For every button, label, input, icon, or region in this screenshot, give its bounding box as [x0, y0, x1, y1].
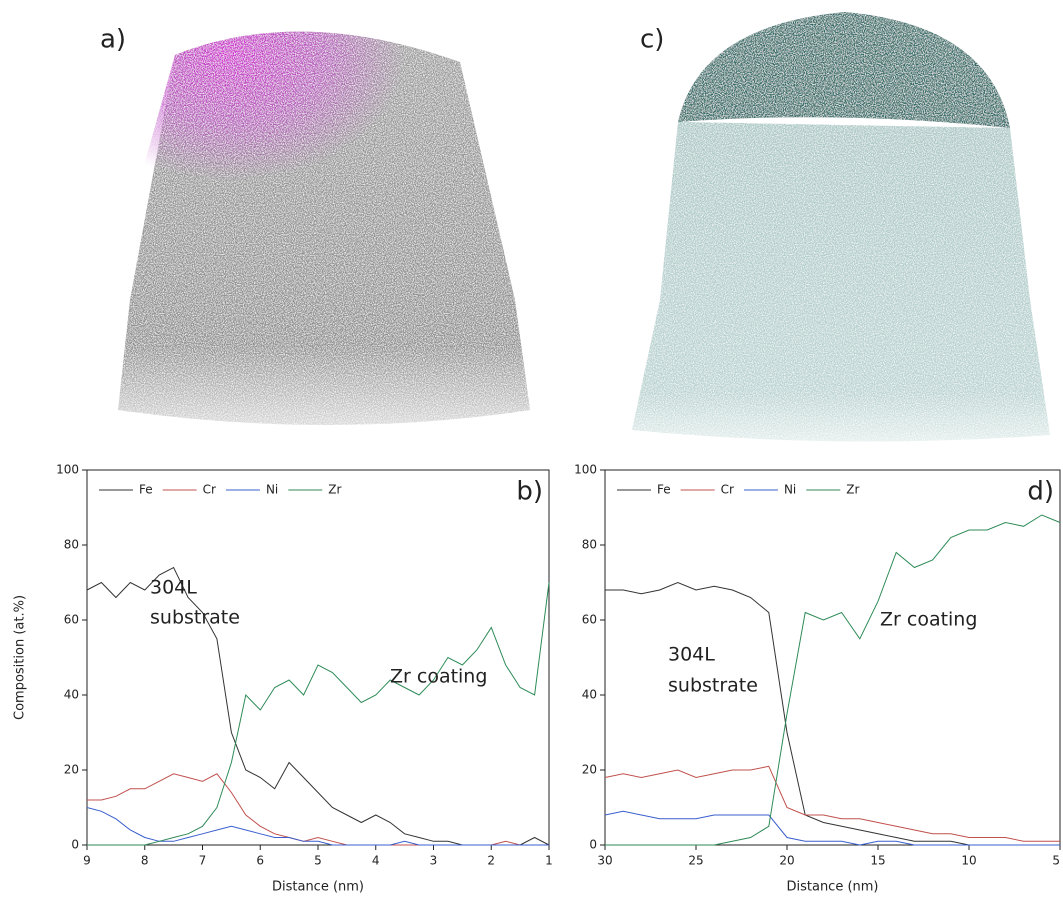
panel-label: d)	[1027, 477, 1054, 507]
y-tick-label: 80	[582, 538, 597, 552]
x-tick-label: 2	[487, 854, 495, 868]
annotation: 304L	[668, 644, 715, 666]
x-tick-label: 5	[1052, 854, 1060, 868]
series-line	[604, 810, 1060, 846]
annotation: 304L	[150, 577, 197, 599]
x-tick-label: 20	[779, 854, 794, 868]
x-tick-label: 1	[545, 854, 553, 868]
legend-label: Ni	[784, 483, 796, 497]
legend-label: Cr	[203, 483, 216, 497]
y-tick-label: 0	[589, 838, 597, 852]
x-tick-label: 25	[688, 854, 703, 868]
series-line	[605, 514, 1061, 846]
y-tick-label: 60	[64, 613, 79, 627]
x-tick-label: 8	[141, 854, 149, 868]
panel-label: c)	[640, 25, 664, 55]
panel-label: a)	[100, 25, 126, 55]
x-tick-label: 3	[430, 854, 438, 868]
series-line	[87, 773, 549, 846]
y-tick-label: 100	[574, 463, 597, 477]
x-tick-label: 5	[314, 854, 322, 868]
plot-frame	[604, 469, 1061, 846]
x-axis-label: Distance (nm)	[272, 880, 364, 895]
legend-label: Fe	[657, 483, 671, 497]
x-axis-label: Distance (nm)	[786, 880, 878, 895]
x-tick-label: 9	[83, 854, 91, 868]
y-tick-label: 20	[64, 763, 79, 777]
legend-label: Zr	[328, 483, 341, 497]
legend-label: Cr	[721, 483, 734, 497]
x-tick-label: 15	[870, 854, 885, 868]
legend-label: Fe	[139, 483, 153, 497]
y-tick-label: 20	[582, 763, 597, 777]
annotation: substrate	[668, 675, 758, 697]
y-tick-label: 0	[71, 838, 79, 852]
atom-map-c	[632, 12, 1050, 442]
y-tick-label: 100	[56, 463, 79, 477]
series-line	[605, 581, 1060, 846]
legend-label: Ni	[266, 483, 278, 497]
annotation: Zr coating	[880, 609, 977, 631]
plot-frame	[86, 469, 550, 846]
y-tick-label: 60	[582, 613, 597, 627]
y-axis-label: Composition (at.%)	[13, 595, 28, 720]
panel-label: b)	[516, 477, 543, 507]
x-tick-label: 30	[597, 854, 612, 868]
x-tick-label: 10	[961, 854, 976, 868]
y-tick-label: 40	[582, 688, 597, 702]
x-tick-label: 4	[372, 854, 380, 868]
series-line	[604, 765, 1060, 842]
y-tick-label: 40	[64, 688, 79, 702]
annotation: Zr coating	[390, 666, 487, 688]
x-tick-label: 7	[199, 854, 207, 868]
series-line	[86, 807, 549, 846]
annotation: substrate	[150, 607, 240, 629]
y-tick-label: 80	[64, 538, 79, 552]
legend-label: Zr	[846, 483, 859, 497]
x-tick-label: 6	[256, 854, 264, 868]
atom-map-a	[118, 31, 530, 426]
series-line	[87, 582, 550, 846]
